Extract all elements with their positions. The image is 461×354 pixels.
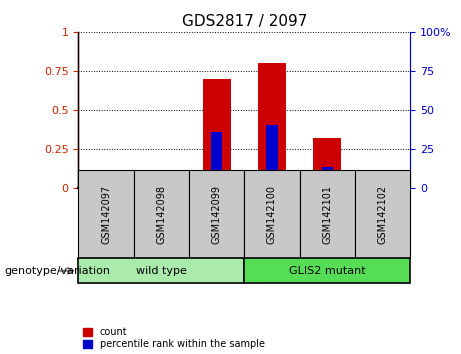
Bar	[244, 258, 410, 283]
Bar	[322, 167, 333, 188]
Bar	[156, 184, 167, 188]
Bar	[244, 170, 300, 258]
Legend: count, percentile rank within the sample: count, percentile rank within the sample	[83, 327, 265, 349]
Bar	[258, 63, 286, 188]
Bar	[211, 132, 222, 188]
Text: GSM142100: GSM142100	[267, 185, 277, 244]
Text: GSM142097: GSM142097	[101, 184, 111, 244]
Bar	[313, 138, 341, 188]
Bar	[203, 79, 230, 188]
Text: genotype/variation: genotype/variation	[5, 266, 111, 276]
Bar	[78, 170, 134, 258]
Text: GSM142098: GSM142098	[156, 185, 166, 244]
Bar	[189, 170, 244, 258]
Bar	[148, 178, 175, 188]
Text: GSM142099: GSM142099	[212, 185, 222, 244]
Title: GDS2817 / 2097: GDS2817 / 2097	[182, 14, 307, 29]
Text: GSM142101: GSM142101	[322, 185, 332, 244]
Text: wild type: wild type	[136, 266, 187, 276]
Bar	[78, 258, 244, 283]
Text: GLIS2 mutant: GLIS2 mutant	[289, 266, 366, 276]
Bar	[355, 170, 410, 258]
Bar	[266, 125, 278, 188]
Bar	[300, 170, 355, 258]
Bar	[134, 170, 189, 258]
Text: GSM142102: GSM142102	[378, 184, 388, 244]
